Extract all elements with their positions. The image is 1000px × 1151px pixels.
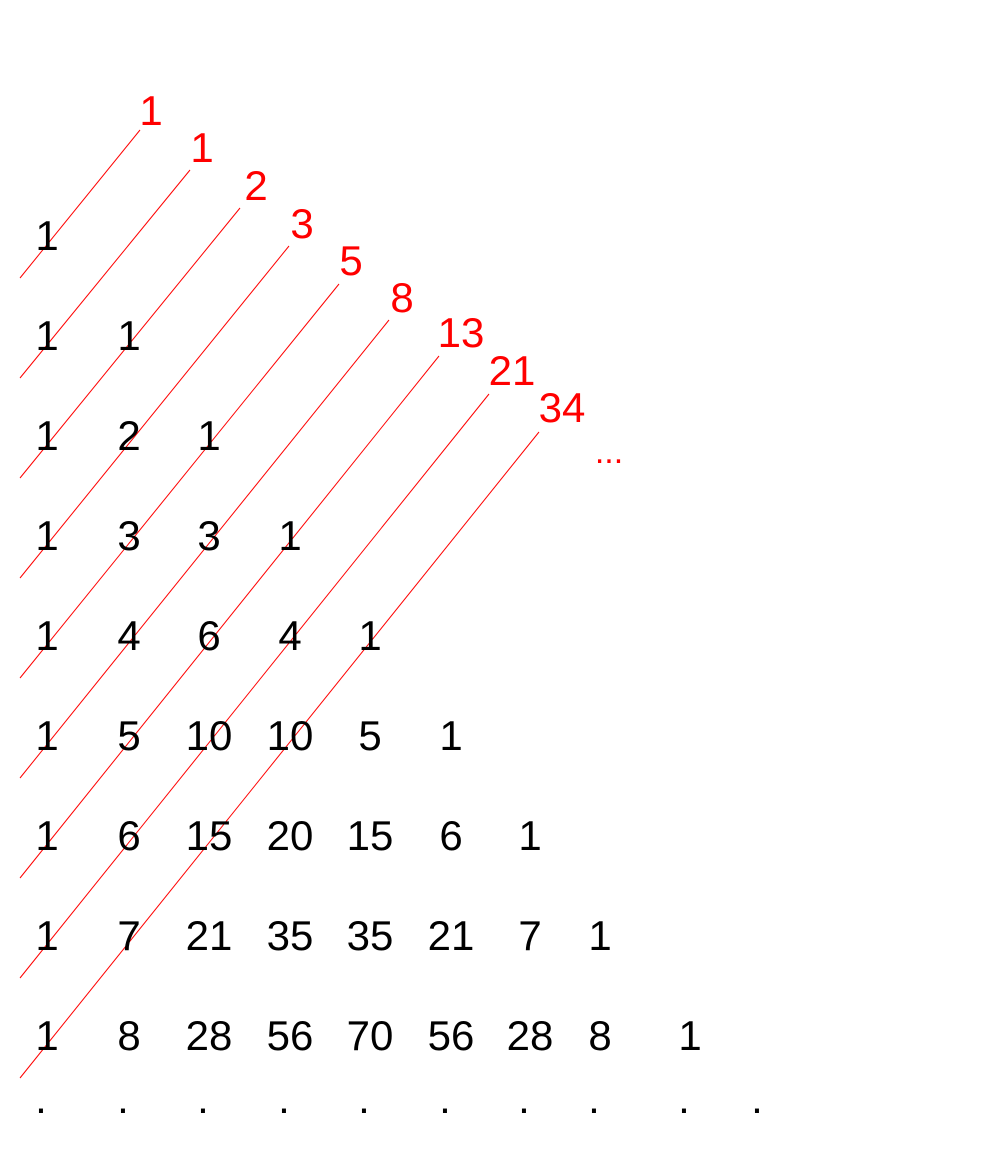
continuation-dot: . (358, 1075, 370, 1122)
triangle-entry: 1 (588, 912, 611, 959)
diagonal-line (19, 393, 490, 979)
continuation-dot: . (518, 1075, 530, 1122)
triangle-entry: 1 (35, 612, 58, 659)
triangle-entry: 1 (35, 712, 58, 759)
triangle-entry: 6 (439, 812, 462, 859)
fibonacci-sum: 5 (339, 237, 362, 284)
triangle-entry: 1 (35, 212, 58, 259)
continuation-dot: . (278, 1075, 290, 1122)
triangle-entry: 21 (428, 912, 475, 959)
diagonal-line (19, 245, 290, 579)
triangle-entry: 15 (347, 812, 394, 859)
triangle-entry: 35 (267, 912, 314, 959)
diagonal-line (19, 319, 390, 779)
triangle-entry: 6 (117, 812, 140, 859)
fibonacci-sum: 2 (244, 162, 267, 209)
diagonal-line (19, 129, 141, 279)
triangle-entry: 7 (518, 912, 541, 959)
diagonal-line (19, 207, 241, 479)
fibonacci-sum: 3 (290, 200, 313, 247)
triangle-entry: 8 (588, 1012, 611, 1059)
triangle-entry: 10 (267, 712, 314, 759)
triangle-entry: 1 (117, 312, 140, 359)
continuation-dot: . (751, 1075, 763, 1122)
triangle-entry: 2 (117, 412, 140, 459)
triangle-entry: 28 (507, 1012, 554, 1059)
triangle-entry: 35 (347, 912, 394, 959)
triangle-entry: 28 (186, 1012, 233, 1059)
continuation-dot: . (439, 1075, 451, 1122)
triangle-entry: 3 (117, 512, 140, 559)
fibonacci-sum: 1 (139, 87, 162, 134)
fibonacci-sum: 34 (539, 384, 586, 431)
triangle-entry: 10 (186, 712, 233, 759)
continuation-dot: . (588, 1075, 600, 1122)
triangle-entry: 1 (518, 812, 541, 859)
triangle-entry: 1 (35, 1012, 58, 1059)
fibonacci-ellipsis: ... (595, 433, 623, 471)
fibonacci-sums: 112358132134... (139, 87, 623, 471)
triangle-entry: 1 (678, 1012, 701, 1059)
triangle-entry: 4 (278, 612, 301, 659)
triangle-entry: 5 (358, 712, 381, 759)
triangle-entry: 1 (35, 412, 58, 459)
diagonal-line (19, 431, 540, 1079)
triangle-entry: 1 (35, 512, 58, 559)
pascal-triangle: 11 11 2 11 3 3 11 4 6 4 11 5 10 10 5 11 6 15 20 15 6 11 7 21 35 3… (35, 212, 701, 1059)
triangle-entry: 15 (186, 812, 233, 859)
triangle-entry: 3 (197, 512, 220, 559)
fibonacci-sum: 13 (438, 309, 485, 356)
triangle-entry: 1 (35, 312, 58, 359)
triangle-entry: 56 (428, 1012, 475, 1059)
triangle-entry: 1 (35, 812, 58, 859)
continuation-dot: . (678, 1075, 690, 1122)
diagonal-line (19, 355, 440, 879)
triangle-entry: 20 (267, 812, 314, 859)
triangle-entry: 1 (35, 912, 58, 959)
fibonacci-sum: 21 (489, 347, 536, 394)
triangle-entry: 56 (267, 1012, 314, 1059)
continuation-dot: . (35, 1075, 47, 1122)
triangle-entry: 70 (347, 1012, 394, 1059)
triangle-entry: 8 (117, 1012, 140, 1059)
diagonal-line (19, 169, 191, 379)
triangle-entry: 7 (117, 912, 140, 959)
triangle-entry: 5 (117, 712, 140, 759)
triangle-entry: 1 (197, 412, 220, 459)
diagonal-lines (19, 129, 540, 1079)
continuation-dot: . (117, 1075, 129, 1122)
fibonacci-sum: 8 (390, 274, 413, 321)
triangle-entry: 1 (439, 712, 462, 759)
triangle-entry: 4 (117, 612, 140, 659)
diagonal-line (19, 283, 340, 679)
continuation-dots: .......... (35, 1075, 763, 1122)
triangle-entry: 21 (186, 912, 233, 959)
triangle-entry: 6 (197, 612, 220, 659)
triangle-entry: 1 (358, 612, 381, 659)
continuation-dot: . (197, 1075, 209, 1122)
triangle-entry: 1 (278, 512, 301, 559)
fibonacci-sum: 1 (190, 124, 213, 171)
